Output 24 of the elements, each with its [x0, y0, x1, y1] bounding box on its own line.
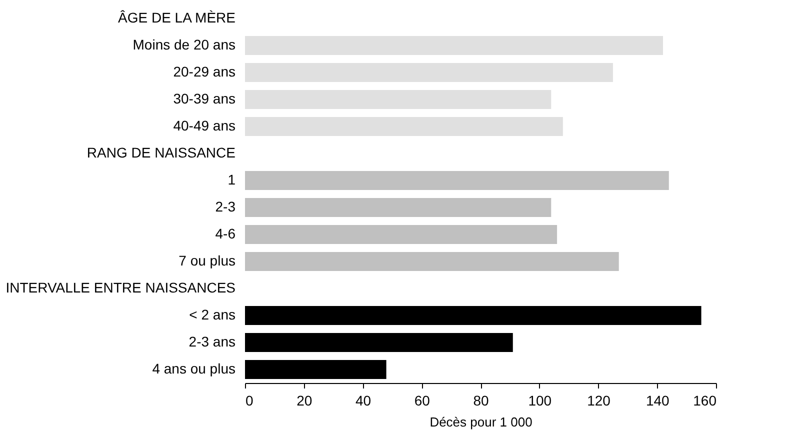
y-tick-label: 4-6 [215, 226, 236, 242]
y-tick-label: 7 ou plus [178, 252, 236, 268]
x-tick-label: 120 [587, 392, 611, 408]
x-tick-label: 0 [246, 392, 254, 408]
x-tick-label: 160 [693, 392, 717, 408]
y-tick-label: 40-49 ans [173, 118, 236, 134]
y-tick-label: ÂGE DE LA MÈRE [118, 10, 236, 26]
x-tick-label: 80 [473, 392, 489, 408]
y-tick-label: 20-29 ans [173, 64, 236, 80]
y-tick-label: INTERVALLE ENTRE NAISSANCES [6, 280, 236, 296]
y-tick-label: < 2 ans [189, 306, 236, 322]
y-tick-label: 2-3 ans [188, 334, 236, 350]
y-tick-label: 1 [228, 172, 236, 188]
y-tick-label: 30-39 ans [173, 90, 236, 106]
x-tick-label: 100 [528, 392, 552, 408]
y-tick-label: 2-3 [215, 198, 236, 214]
x-axis-title: Décès pour 1 000 [430, 414, 532, 430]
x-tick-label: 60 [414, 392, 430, 408]
y-tick-label: Moins de 20 ans [132, 36, 236, 52]
y-tick-label: RANG DE NAISSANCE [86, 144, 236, 160]
x-tick-label: 20 [296, 392, 312, 408]
y-tick-label: 4 ans ou plus [152, 360, 236, 376]
x-tick-label: 40 [355, 392, 372, 408]
x-tick-label: 140 [646, 392, 670, 408]
